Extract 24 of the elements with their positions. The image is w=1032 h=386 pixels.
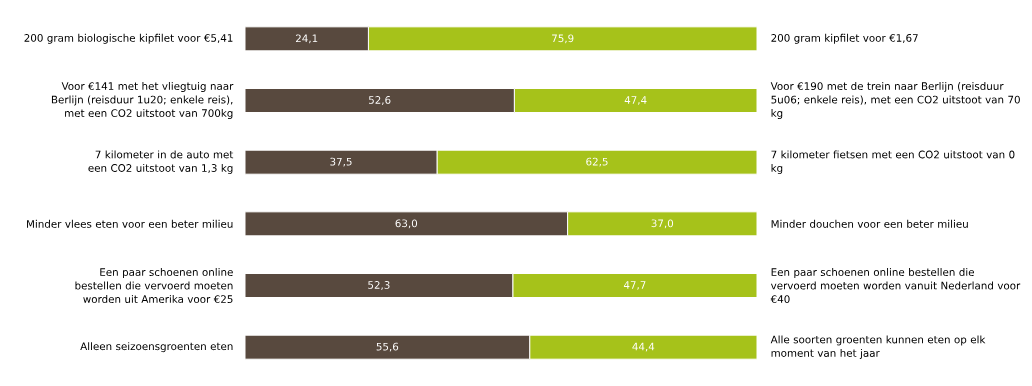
y-tick-label: Een paar schoenen online bestellen die vervoerd moeten worden uit Amerika voor €25: [75, 268, 233, 303]
data-label: 37,5: [330, 157, 352, 167]
data-label: 47,4: [624, 96, 647, 105]
text: Alle soorten groenten kunnen eten op elk moment van het jaar: [770, 335, 986, 359]
text: 7 kilometer fietsen met een CO2 uitstoot van 0 kg: [771, 150, 1015, 174]
data-label: 62,5: [586, 157, 608, 167]
y-tick-label: 200 gram biologische kipfilet voor €5,41: [24, 33, 233, 44]
text: Voor €190 met de trein naar Berlijn (reisduur 5u06; enkele reis), met een CO2 uitstoot van 70 kg: [770, 82, 1020, 119]
data-label: 47,7: [623, 281, 646, 290]
data-label: 44,4: [632, 342, 655, 352]
y-tick-label: 7 kilometer in de auto met een CO2 uitstoot van 1,3 kg: [88, 150, 234, 174]
data-label: 75,9: [552, 34, 574, 44]
data-label: 37,0: [651, 219, 674, 229]
text: 200 gram kipfilet voor €1,67: [771, 33, 918, 44]
data-label: 63,0: [395, 219, 418, 229]
y-tick-label: Alleen seizoensgroenten eten: [80, 342, 233, 353]
text: Minder douchen voor een beter milieu: [771, 219, 968, 228]
data-label: 55,6: [376, 342, 399, 352]
data-label: 52,3: [368, 281, 390, 290]
data-label: 52,6: [368, 96, 391, 105]
y-tick-label: Voor €141 met het vliegtuig naar Berlijn (reisduur 1u20; enkele reis), met een CO2 uitstoot van 700kg: [51, 82, 234, 119]
data-label: 24,1: [295, 34, 318, 44]
y-tick-label: Minder vlees eten voor een beter milieu: [27, 219, 233, 228]
text: Een paar schoenen online bestellen die vervoerd moeten worden vanuit Nederland voor €40: [770, 268, 1021, 303]
